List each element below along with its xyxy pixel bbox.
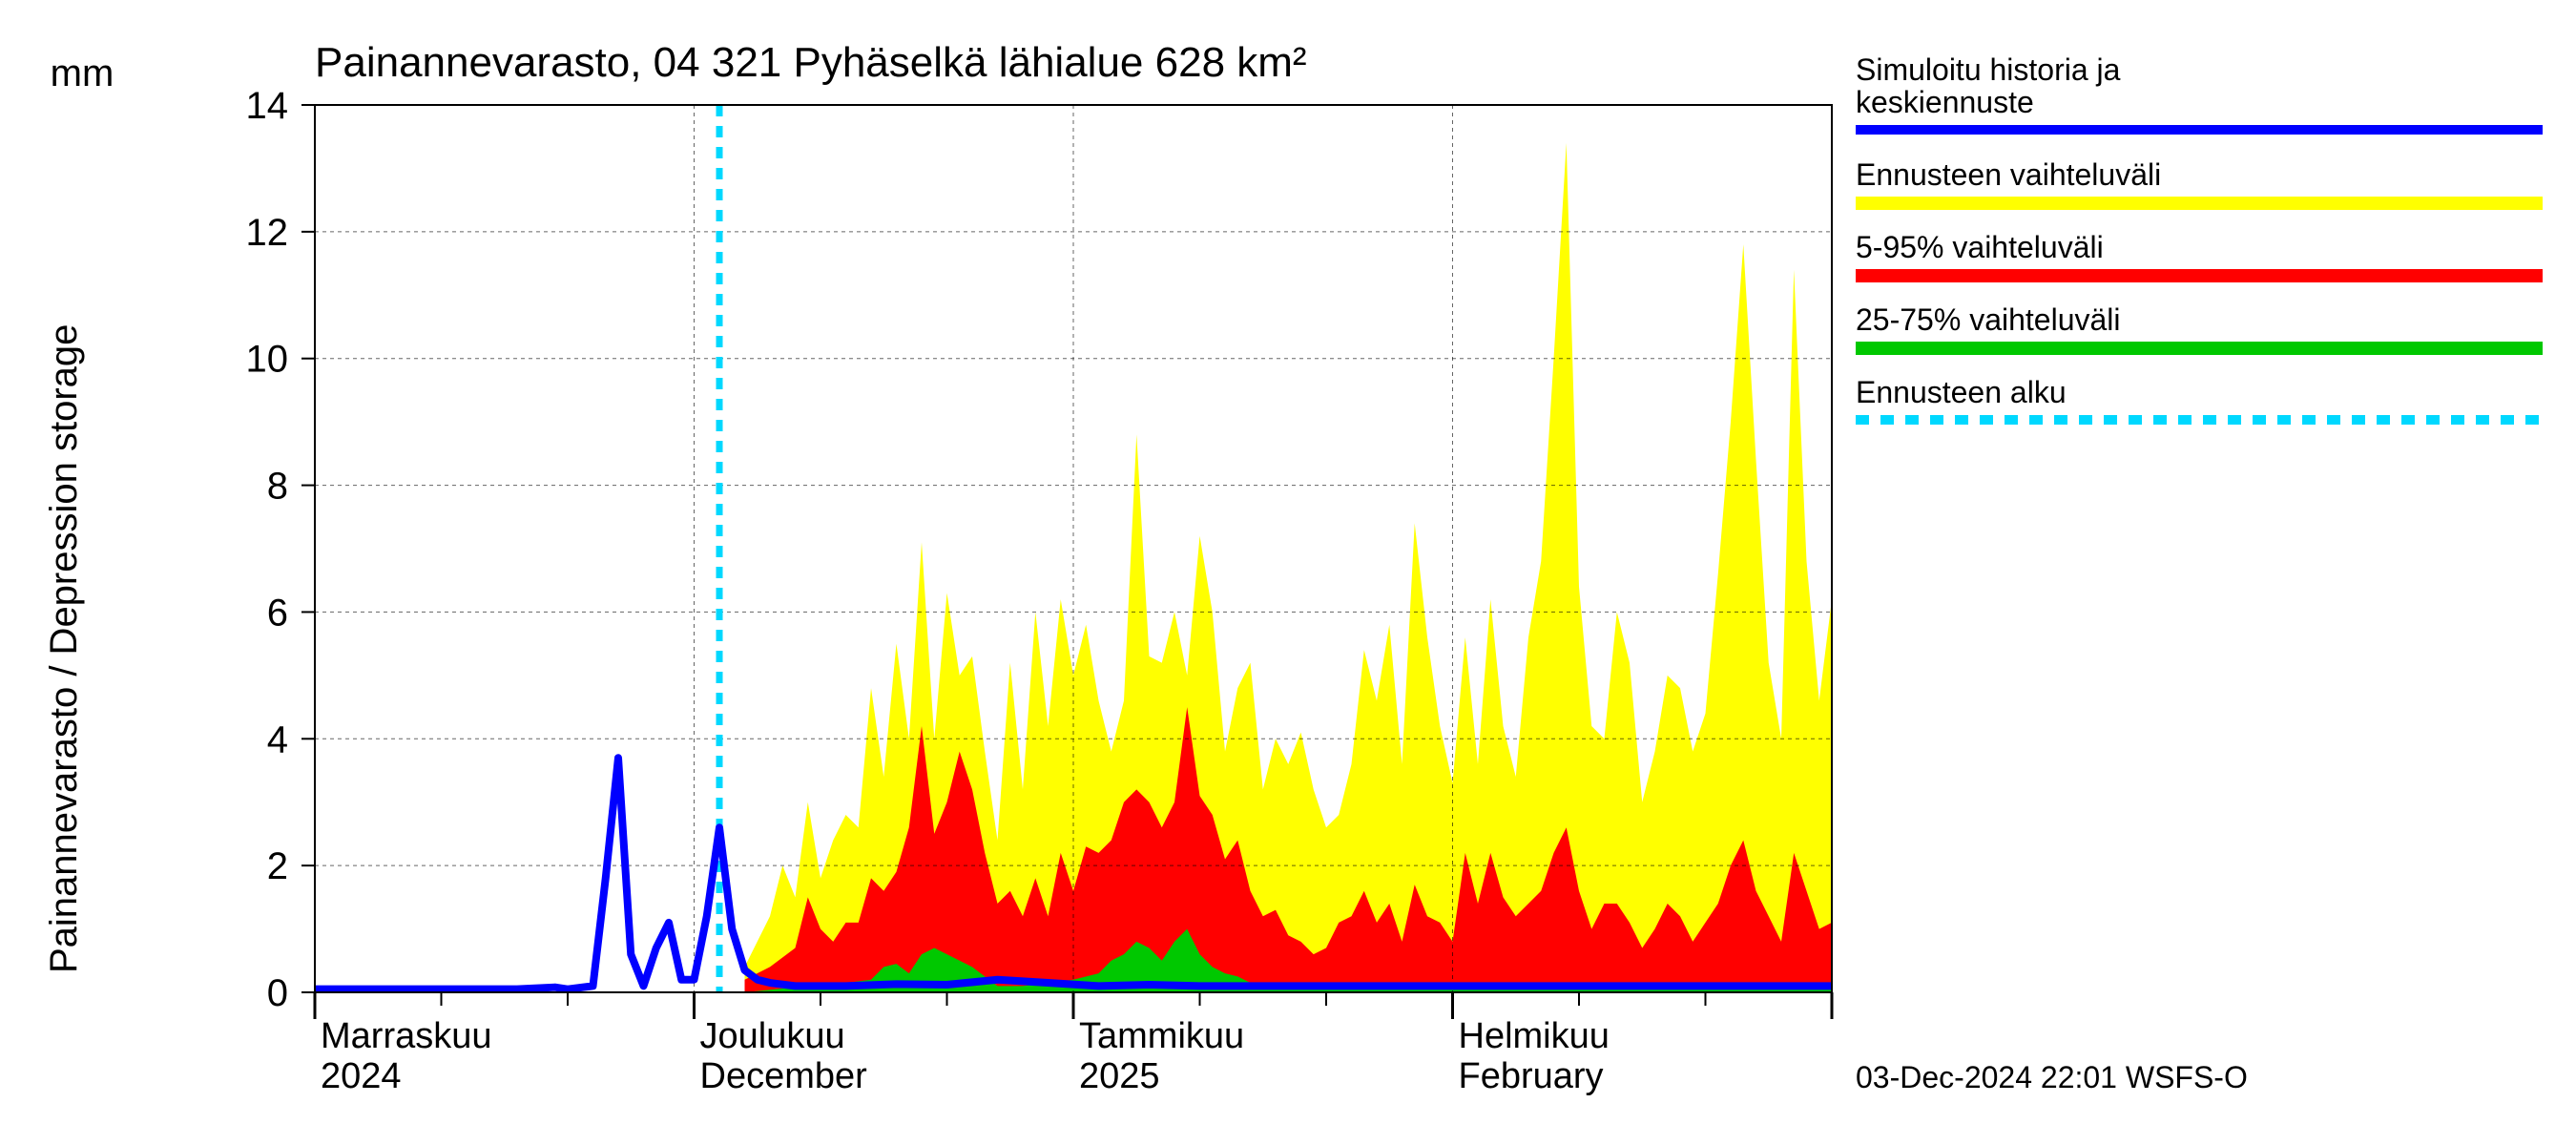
- legend-label: 5-95% vaihteluväli: [1856, 230, 2104, 264]
- ytick-label: 8: [267, 466, 288, 508]
- ytick-label: 4: [267, 718, 288, 760]
- ytick-label: 10: [246, 339, 289, 381]
- legend-swatch: [1856, 269, 2543, 282]
- ylabel-unit: mm: [51, 52, 114, 94]
- legend-label: keskiennuste: [1856, 85, 2034, 119]
- ytick-label: 6: [267, 592, 288, 634]
- ylabel-main: Painannevarasto / Depression storage: [43, 324, 85, 973]
- ytick-label: 12: [246, 212, 289, 254]
- chart-svg: 0 2 4 6 8 10 12 14 Marraskuu2024 JoulukuuDecember…: [0, 0, 2576, 1145]
- x-month-top: Helmikuu: [1459, 1016, 1610, 1056]
- legend-swatch: [1856, 342, 2543, 355]
- x-month-bottom: February: [1459, 1056, 1604, 1096]
- legend-swatch: [1856, 197, 2543, 210]
- footer-timestamp: 03-Dec-2024 22:01 WSFS-O: [1856, 1060, 2248, 1094]
- chart-container: 0 2 4 6 8 10 12 14 Marraskuu2024 JoulukuuDecember…: [0, 0, 2576, 1145]
- ytick-label: 0: [267, 972, 288, 1014]
- legend-label: Ennusteen vaihteluväli: [1856, 157, 2161, 192]
- x-month-top: Tammikuu: [1079, 1016, 1244, 1056]
- x-month-top: Joulukuu: [700, 1016, 845, 1056]
- x-month-top: Marraskuu: [321, 1016, 492, 1056]
- x-month-bottom: 2024: [321, 1056, 402, 1096]
- ytick-label: 14: [246, 85, 289, 127]
- legend-label: Simuloitu historia ja: [1856, 52, 2121, 87]
- chart-title: Painannevarasto, 04 321 Pyhäselkä lähial…: [315, 39, 1307, 86]
- legend-label: Ennusteen alku: [1856, 375, 2067, 409]
- ytick-label: 2: [267, 845, 288, 887]
- x-month-bottom: December: [700, 1056, 868, 1096]
- legend-label: 25-75% vaihteluväli: [1856, 302, 2121, 337]
- x-month-bottom: 2025: [1079, 1056, 1160, 1096]
